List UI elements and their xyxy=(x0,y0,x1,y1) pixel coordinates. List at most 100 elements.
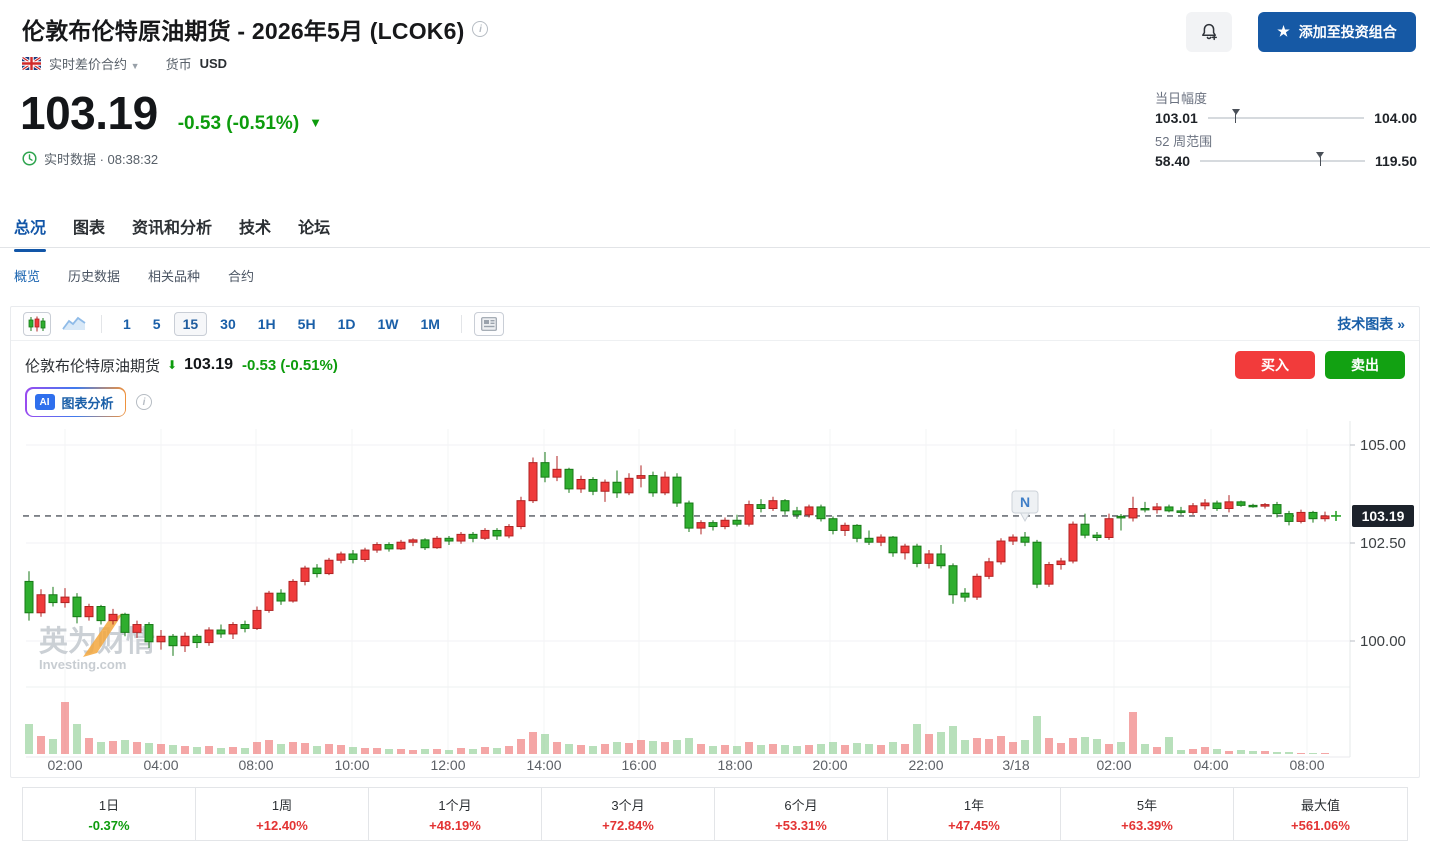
toolbar-separator xyxy=(460,314,462,333)
tab-overview[interactable]: 总况 xyxy=(14,214,47,252)
svg-text:103.19: 103.19 xyxy=(1362,508,1405,524)
instrument-type-select[interactable]: 实时差价合约 ▼ xyxy=(49,57,140,72)
interval-1h[interactable]: 1H xyxy=(257,315,276,332)
candlestick-icon xyxy=(28,316,46,331)
subnav-contracts[interactable]: 合约 xyxy=(228,269,255,284)
chevron-down-icon: ▼ xyxy=(130,61,140,71)
volume-bars xyxy=(25,702,1329,754)
news-events-button[interactable] xyxy=(473,311,504,336)
subnav-overview[interactable]: 概览 xyxy=(14,269,41,284)
line-chart-type-button[interactable] xyxy=(59,311,89,336)
svg-text:02:00: 02:00 xyxy=(1096,757,1131,773)
header: 伦敦布伦特原油期货 - 2026年5月 (LCOK6) i xyxy=(22,12,489,46)
realtime-row: 实时数据 · 08:38:32 xyxy=(22,149,158,168)
svg-text:Investing.com: Investing.com xyxy=(39,657,126,672)
tab-news-analysis[interactable]: 资讯和分析 xyxy=(132,220,213,237)
tab-forum[interactable]: 论坛 xyxy=(298,220,331,237)
interval-1[interactable]: 1 xyxy=(123,315,131,332)
price-down-arrow-icon: ▼ xyxy=(309,115,323,130)
instrument-meta: 实时差价合约 ▼ 货币 USD xyxy=(22,54,227,73)
price-change: -0.53 (-0.51%) xyxy=(177,113,300,134)
svg-text:12:00: 12:00 xyxy=(430,757,465,773)
svg-text:16:00: 16:00 xyxy=(621,757,656,773)
bell-plus-icon xyxy=(1202,23,1217,41)
technical-chart-link[interactable]: 技术图表 » xyxy=(1337,315,1405,332)
chart-last-price: 103.19 xyxy=(184,356,234,373)
svg-text:20:00: 20:00 xyxy=(812,757,847,773)
sub-nav: 概览 历史数据 相关品种 合约 xyxy=(14,266,254,285)
candles xyxy=(24,452,1330,656)
currency-value: USD xyxy=(199,56,228,71)
daily-range-track xyxy=(1207,109,1365,123)
last-price-tag xyxy=(1352,504,1414,527)
interval-5[interactable]: 5 xyxy=(152,315,161,332)
week52-range-low: 58.40 xyxy=(1155,153,1191,169)
svg-text:04:00: 04:00 xyxy=(1193,757,1228,773)
toolbar-separator xyxy=(101,314,102,333)
price-chart[interactable]: 英为财情Investing.com 105.00 102.50 100.00 02:00… xyxy=(11,411,1421,777)
uk-flag-icon xyxy=(22,57,41,70)
line-chart-icon xyxy=(62,316,86,330)
currency-label: 货币 xyxy=(165,57,192,72)
news-layout-icon xyxy=(481,316,497,331)
svg-text:3/18: 3/18 xyxy=(1002,757,1029,773)
svg-text:08:00: 08:00 xyxy=(1289,757,1324,773)
investing-watermark: 英为财情Investing.com xyxy=(39,613,155,672)
performance-strip: 1日 -0.37% 1周 +12.40% 1个月 +48.19% 3个月 +72… xyxy=(22,787,1408,841)
chart-instrument-name: 伦敦布伦特原油期货 xyxy=(25,357,161,375)
gridlines xyxy=(26,429,1350,754)
daily-range-marker xyxy=(1231,109,1240,123)
ai-info-icon[interactable]: i xyxy=(136,394,153,410)
svg-text:22:00: 22:00 xyxy=(908,757,943,773)
svg-text:105.00: 105.00 xyxy=(1360,437,1406,454)
info-icon[interactable]: i xyxy=(472,21,489,37)
ai-badge-icon: AI xyxy=(34,394,55,410)
svg-text:102.50: 102.50 xyxy=(1360,535,1406,552)
sell-button[interactable]: 卖出 xyxy=(1325,351,1405,379)
subnav-historical-data[interactable]: 历史数据 xyxy=(68,269,121,284)
interval-switcher: 1 5 15 30 1H 5H 1D 1W 1M xyxy=(114,311,449,336)
interval-15[interactable]: 15 xyxy=(173,311,208,336)
price-block: 103.19 -0.53 (-0.51%) ▼ xyxy=(20,86,322,140)
interval-1w[interactable]: 1W xyxy=(377,315,399,332)
interval-1m[interactable]: 1M xyxy=(420,315,440,332)
daily-range-low: 103.01 xyxy=(1155,110,1198,126)
svg-text:14:00: 14:00 xyxy=(526,757,561,773)
candlestick-chart-type-button[interactable] xyxy=(23,311,51,336)
daily-range: 当日幅度 103.01 104.00 xyxy=(1155,88,1417,126)
chart-subtitle: 伦敦布伦特原油期货 ⬇ 103.19 -0.53 (-0.51%) 买入 卖出 xyxy=(11,341,1419,379)
tab-chart[interactable]: 图表 xyxy=(73,220,106,237)
chart-price-change: -0.53 (-0.51%) xyxy=(242,356,338,374)
create-alert-button[interactable] xyxy=(1186,12,1232,52)
svg-text:N: N xyxy=(1020,494,1030,510)
interval-1d[interactable]: 1D xyxy=(337,315,356,332)
interval-30[interactable]: 30 xyxy=(220,315,236,332)
week52-range-marker xyxy=(1316,152,1325,166)
week52-range: 52 周范围 58.40 119.50 xyxy=(1155,131,1417,169)
week52-range-high: 119.50 xyxy=(1374,153,1417,169)
interval-5h[interactable]: 5H xyxy=(297,315,316,332)
perf-1d: 1日 -0.37% xyxy=(23,788,196,840)
realtime-label: 实时数据 · 08:38:32 xyxy=(44,152,159,167)
tabs-divider xyxy=(0,247,1430,248)
svg-text:18:00: 18:00 xyxy=(717,757,752,773)
chart-toolbar: 1 5 15 30 1H 5H 1D 1W 1M 技术图表 xyxy=(11,307,1419,341)
week52-range-label: 52 周范围 xyxy=(1155,134,1213,149)
news-marker[interactable]: N xyxy=(1011,490,1039,523)
ai-chart-analysis-button[interactable]: AI 图表分析 xyxy=(25,387,127,417)
buy-button[interactable]: 买入 xyxy=(1235,351,1315,379)
week52-range-track xyxy=(1200,152,1365,166)
svg-text:02:00: 02:00 xyxy=(47,757,82,773)
add-to-portfolio-button[interactable]: ★ 添加至投资组合 xyxy=(1258,12,1416,52)
subnav-related-instruments[interactable]: 相关品种 xyxy=(148,269,201,284)
daily-range-high: 104.00 xyxy=(1374,110,1417,126)
perf-3m: 3个月 +72.84% xyxy=(542,788,715,840)
perf-6m: 6个月 +53.31% xyxy=(715,788,888,840)
svg-text:100.00: 100.00 xyxy=(1360,633,1406,650)
clock-icon xyxy=(22,151,37,166)
perf-max: 最大值 +561.06% xyxy=(1291,798,1350,833)
perf-1m: 1个月 +48.19% xyxy=(369,788,542,840)
svg-text:10:00: 10:00 xyxy=(334,757,369,773)
tab-technical[interactable]: 技术 xyxy=(239,220,272,237)
